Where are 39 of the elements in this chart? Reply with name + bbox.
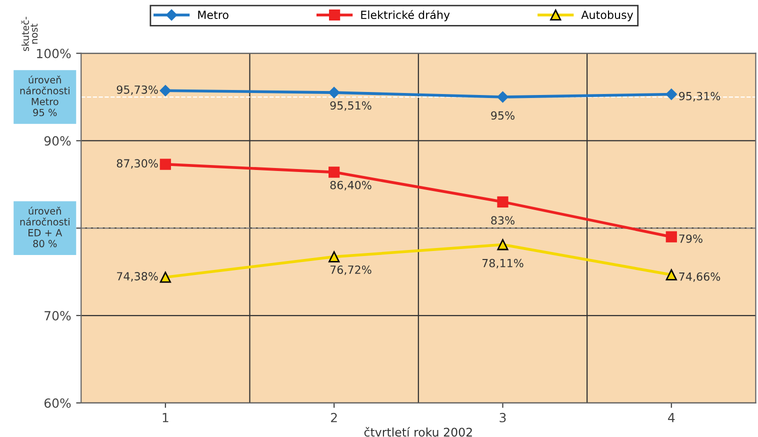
data-label: 74,66% (679, 272, 720, 282)
legend-label: Elektrické dráhy (361, 10, 450, 22)
x-tick-label: 4 (668, 413, 675, 422)
data-label: 87,30% (116, 159, 158, 169)
point (160, 85, 172, 96)
data-label: 95,73% (116, 85, 158, 95)
data-label: 95,51% (330, 101, 372, 111)
data-label: 78,11% (482, 258, 524, 268)
data-label: 83% (491, 216, 514, 225)
x-tick-label: 1 (162, 413, 168, 422)
legend-label: Metro (198, 10, 228, 20)
data-label: 95% (491, 111, 514, 120)
point (160, 272, 171, 283)
data-label: 74,38% (117, 272, 158, 282)
point (666, 231, 677, 242)
point (328, 86, 340, 98)
point (328, 166, 340, 178)
y-tick-label: 90% (44, 136, 71, 146)
y-axis-title: skuteč- nost (21, 16, 38, 52)
point (328, 251, 340, 262)
ref-line-label: úroveň náročnosti ED + A 80 % (20, 206, 70, 248)
x-tick-label: 3 (500, 412, 506, 422)
x-tick-label: 2 (331, 412, 337, 422)
data-label: 76,72% (330, 265, 372, 276)
data-label: 79% (679, 234, 702, 243)
y-tick-label: 60% (44, 398, 71, 408)
y-tick-label: 100% (37, 48, 71, 58)
data-label: 86,40% (330, 180, 372, 190)
point (497, 196, 508, 208)
point (666, 88, 678, 100)
point (497, 239, 508, 250)
x-axis-title: čtvrtletí roku 2002 (364, 427, 472, 437)
ref-line-label: úroveň náročnosti Metro 95 % (20, 76, 70, 116)
point (497, 91, 508, 103)
y-tick-label: 70% (44, 310, 71, 320)
legend-label: Autobusy (581, 10, 634, 22)
point (160, 158, 171, 170)
data-label: 95,31% (679, 92, 720, 102)
point (666, 269, 677, 280)
